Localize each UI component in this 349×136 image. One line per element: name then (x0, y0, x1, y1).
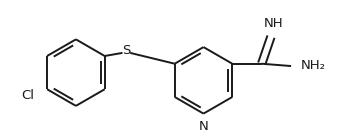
Text: Cl: Cl (21, 89, 34, 102)
Text: NH: NH (263, 17, 283, 30)
Text: NH₂: NH₂ (301, 59, 326, 72)
Text: N: N (199, 120, 208, 133)
Text: S: S (122, 44, 131, 57)
